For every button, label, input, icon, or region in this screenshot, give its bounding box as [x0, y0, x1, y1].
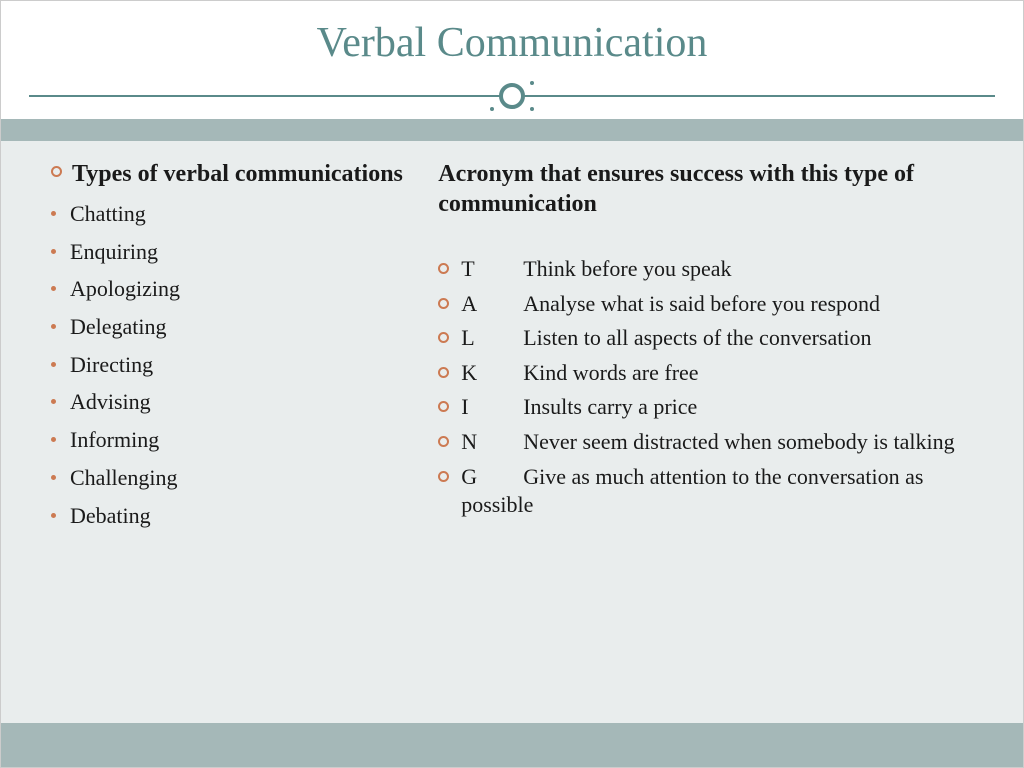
acronym-item-content: KKind words are free — [461, 359, 973, 388]
types-list-item: Chatting — [51, 199, 418, 229]
types-list-item: Directing — [51, 350, 418, 380]
acronym-letter: L — [461, 324, 523, 353]
types-list-item-text: Debating — [70, 501, 151, 531]
acronym-list-item: IInsults carry a price — [438, 393, 973, 422]
acronym-description: Insults carry a price — [523, 394, 697, 419]
types-list-item-text: Informing — [70, 425, 159, 455]
acronym-list-item: NNever seem distracted when somebody is … — [438, 428, 973, 457]
small-bullet-icon — [51, 324, 56, 329]
right-column: Acronym that ensures success with this t… — [438, 159, 973, 703]
types-list-item: Challenging — [51, 463, 418, 493]
footer-band — [1, 723, 1023, 767]
acronym-description: Think before you speak — [523, 256, 731, 281]
types-list-item-text: Chatting — [70, 199, 146, 229]
title-divider — [29, 77, 995, 117]
small-bullet-icon — [51, 513, 56, 518]
divider-dot-icon — [490, 107, 494, 111]
open-bullet-icon — [438, 332, 449, 343]
acronym-item-content: TThink before you speak — [461, 255, 973, 284]
acronym-item-content: NNever seem distracted when somebody is … — [461, 428, 973, 457]
acronym-list-item: TThink before you speak — [438, 255, 973, 284]
acronym-item-content: LListen to all aspects of the conversati… — [461, 324, 973, 353]
content-area: Types of verbal communications Chatting E… — [1, 141, 1023, 723]
small-bullet-icon — [51, 249, 56, 254]
small-bullet-icon — [51, 437, 56, 442]
acronym-letter: N — [461, 428, 523, 457]
types-list-item: Delegating — [51, 312, 418, 342]
title-area: Verbal Communication — [1, 1, 1023, 77]
acronym-letter: A — [461, 290, 523, 319]
small-bullet-icon — [51, 286, 56, 291]
types-list-item: Informing — [51, 425, 418, 455]
acronym-description: Kind words are free — [523, 360, 698, 385]
right-heading: Acronym that ensures success with this t… — [438, 159, 973, 219]
top-band — [1, 119, 1023, 141]
acronym-item-content: AAnalyse what is said before you respond — [461, 290, 973, 319]
types-list-item-text: Advising — [70, 387, 151, 417]
small-bullet-icon — [51, 211, 56, 216]
types-list-item: Debating — [51, 501, 418, 531]
open-bullet-icon — [438, 436, 449, 447]
acronym-description: Give as much attention to the conversati… — [461, 464, 923, 518]
acronym-description: Listen to all aspects of the conversatio… — [523, 325, 871, 350]
types-list-item-text: Enquiring — [70, 237, 158, 267]
slide: Verbal Communication Types of verbal com… — [0, 0, 1024, 768]
slide-title: Verbal Communication — [1, 19, 1023, 67]
open-bullet-icon — [51, 166, 62, 177]
types-list-item-text: Delegating — [70, 312, 167, 342]
acronym-list-item: GGive as much attention to the conversat… — [438, 463, 973, 520]
acronym-letter: T — [461, 255, 523, 284]
types-list-item-text: Challenging — [70, 463, 178, 493]
acronym-letter: I — [461, 393, 523, 422]
acronym-item-content: IInsults carry a price — [461, 393, 973, 422]
types-list-item: Apologizing — [51, 274, 418, 304]
open-bullet-icon — [438, 367, 449, 378]
acronym-description: Analyse what is said before you respond — [523, 291, 880, 316]
divider-dot-icon — [530, 81, 534, 85]
divider-circle-icon — [499, 83, 525, 109]
open-bullet-icon — [438, 471, 449, 482]
types-list: Chatting Enquiring Apologizing Delegating Di… — [51, 199, 418, 530]
acronym-list-item: LListen to all aspects of the conversati… — [438, 324, 973, 353]
small-bullet-icon — [51, 475, 56, 480]
acronym-list-item: AAnalyse what is said before you respond — [438, 290, 973, 319]
open-bullet-icon — [438, 263, 449, 274]
divider-dot-icon — [530, 107, 534, 111]
acronym-item-content: GGive as much attention to the conversat… — [461, 463, 973, 520]
left-heading-row: Types of verbal communications — [51, 159, 418, 189]
types-list-item-text: Directing — [70, 350, 153, 380]
open-bullet-icon — [438, 401, 449, 412]
acronym-list-item: KKind words are free — [438, 359, 973, 388]
acronym-letter: K — [461, 359, 523, 388]
acronym-list: TThink before you speakAAnalyse what is … — [438, 255, 973, 520]
acronym-description: Never seem distracted when somebody is t… — [523, 429, 954, 454]
types-list-item: Advising — [51, 387, 418, 417]
left-heading: Types of verbal communications — [72, 159, 403, 189]
small-bullet-icon — [51, 399, 56, 404]
open-bullet-icon — [438, 298, 449, 309]
acronym-letter: G — [461, 463, 523, 492]
types-list-item-text: Apologizing — [70, 274, 180, 304]
types-list-item: Enquiring — [51, 237, 418, 267]
small-bullet-icon — [51, 362, 56, 367]
left-column: Types of verbal communications Chatting E… — [51, 159, 438, 703]
